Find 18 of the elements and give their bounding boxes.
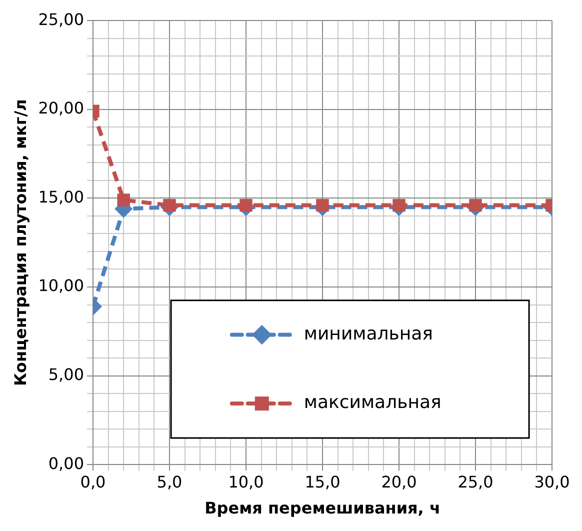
x-tick-label: 30,0 (534, 472, 570, 492)
x-tick-label: 5,0 (156, 472, 182, 492)
y-tick-label: 0,00 (48, 454, 84, 473)
legend-label: минимальная (304, 323, 433, 344)
x-tick-label: 15,0 (304, 472, 340, 492)
point (117, 194, 130, 206)
x-tick-label: 10,0 (228, 472, 264, 492)
y-tick-label: 5,00 (48, 364, 84, 384)
x-tick-label: 0,0 (80, 472, 106, 492)
x-tick-label: 20,0 (381, 472, 417, 492)
y-tick-label: 20,00 (38, 98, 84, 118)
y-tick-label: 10,00 (38, 276, 84, 296)
legend-label: максимальная (304, 392, 442, 414)
x-axis-title: Время перемешивания, ч (204, 498, 440, 518)
x-tick-label: 25,0 (458, 472, 494, 492)
y-tick-label: 15,00 (38, 187, 84, 206)
y-tick-label: 25,00 (38, 10, 84, 29)
y-axis-title: Концентрация плутония, мкг/л (10, 99, 30, 386)
